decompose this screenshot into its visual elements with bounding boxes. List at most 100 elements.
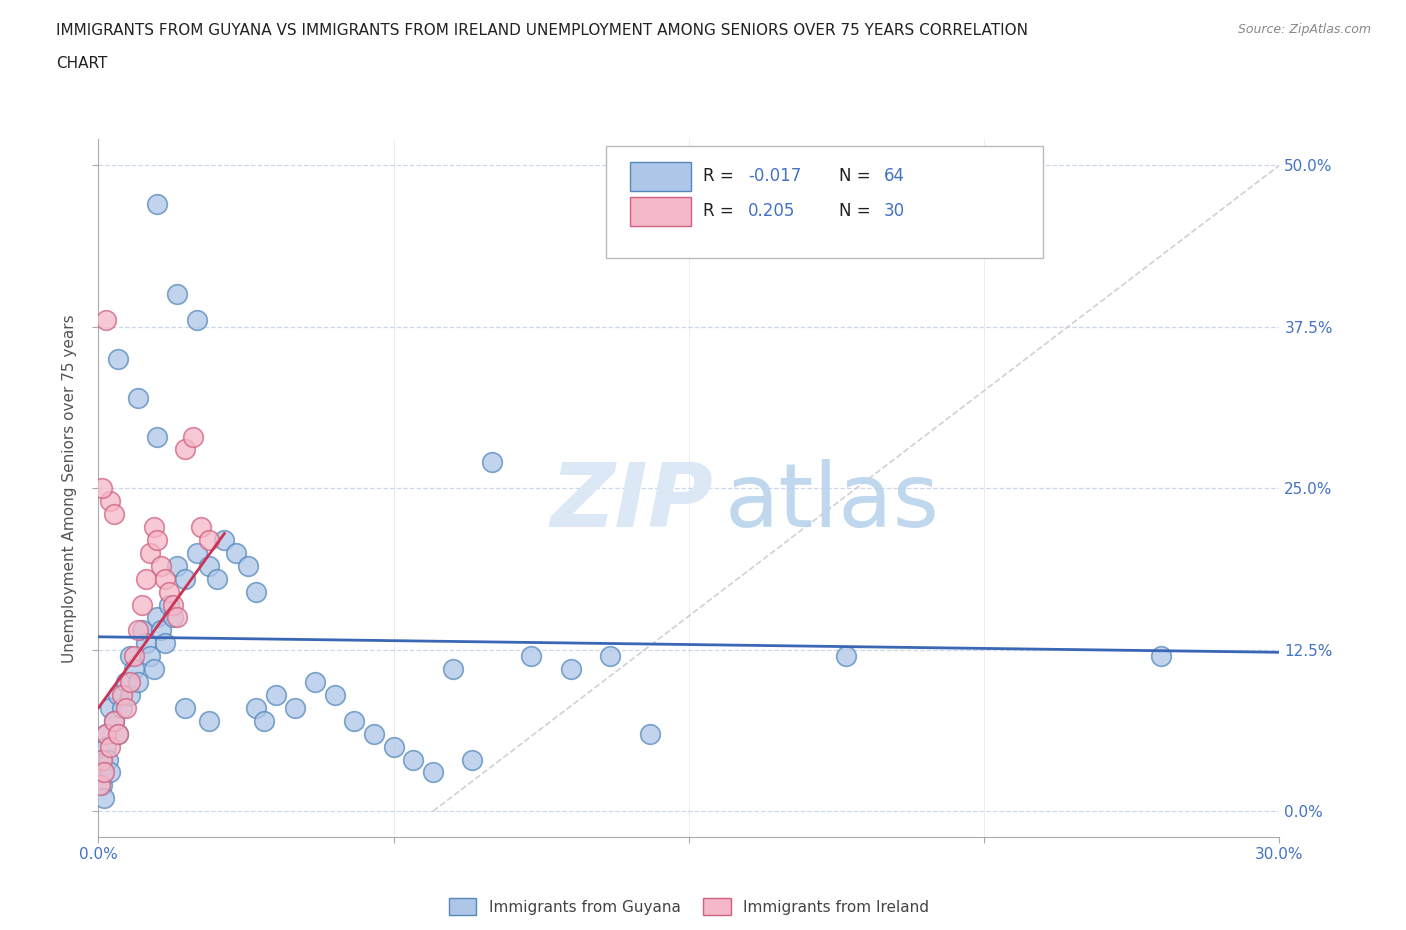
Point — [245, 700, 267, 715]
Point — [118, 674, 141, 689]
Point — [131, 597, 153, 612]
FancyBboxPatch shape — [606, 147, 1043, 259]
Point — [162, 610, 184, 625]
Point — [162, 597, 184, 612]
Point — [253, 713, 276, 728]
Point — [96, 726, 118, 741]
Point — [89, 777, 111, 792]
Text: ZIP: ZIP — [550, 458, 713, 546]
Legend: Immigrants from Guyana, Immigrants from Ireland: Immigrants from Guyana, Immigrants from … — [444, 893, 934, 920]
Point — [98, 494, 121, 509]
Point — [186, 545, 208, 560]
Text: Source: ZipAtlas.com: Source: ZipAtlas.com — [1237, 23, 1371, 36]
Point — [93, 765, 115, 780]
Point — [127, 391, 149, 405]
Point — [91, 765, 114, 780]
Point — [264, 687, 287, 702]
Point — [236, 558, 259, 573]
Point — [146, 610, 169, 625]
Point — [103, 713, 125, 728]
Point — [91, 481, 114, 496]
Point — [127, 674, 149, 689]
Y-axis label: Unemployment Among Seniors over 75 years: Unemployment Among Seniors over 75 years — [62, 314, 77, 662]
Point — [146, 533, 169, 548]
Point — [118, 687, 141, 702]
Point — [122, 649, 145, 664]
Text: 30: 30 — [884, 203, 905, 220]
Point — [174, 700, 197, 715]
Point — [107, 726, 129, 741]
Point — [343, 713, 366, 728]
Point — [166, 558, 188, 573]
Point — [157, 597, 180, 612]
Point — [131, 623, 153, 638]
Point — [107, 352, 129, 366]
Point — [422, 765, 444, 780]
Point — [91, 752, 114, 767]
Point — [146, 429, 169, 444]
Point — [304, 674, 326, 689]
Point — [103, 713, 125, 728]
Point — [441, 661, 464, 676]
Point — [481, 455, 503, 470]
Point — [96, 312, 118, 327]
Point — [142, 520, 165, 535]
Point — [323, 687, 346, 702]
Point — [103, 507, 125, 522]
Point — [166, 287, 188, 302]
Point — [107, 726, 129, 741]
Text: 64: 64 — [884, 167, 905, 185]
Point — [245, 584, 267, 599]
Point — [205, 571, 228, 586]
Point — [97, 752, 120, 767]
Point — [111, 687, 134, 702]
Point — [157, 584, 180, 599]
Point — [197, 558, 219, 573]
Point — [93, 790, 115, 805]
Point — [214, 533, 236, 548]
Point — [225, 545, 247, 560]
Point — [98, 765, 121, 780]
Point — [146, 196, 169, 211]
Text: IMMIGRANTS FROM GUYANA VS IMMIGRANTS FROM IRELAND UNEMPLOYMENT AMONG SENIORS OVE: IMMIGRANTS FROM GUYANA VS IMMIGRANTS FRO… — [56, 23, 1028, 38]
Text: R =: R = — [703, 203, 740, 220]
Point — [638, 726, 661, 741]
Text: R =: R = — [703, 167, 740, 185]
Point — [138, 545, 160, 560]
Point — [190, 520, 212, 535]
Point — [284, 700, 307, 715]
Point — [118, 649, 141, 664]
Point — [197, 533, 219, 548]
Point — [461, 752, 484, 767]
FancyBboxPatch shape — [630, 162, 692, 192]
Point — [127, 623, 149, 638]
Point — [142, 661, 165, 676]
Text: atlas: atlas — [724, 458, 939, 546]
Point — [91, 752, 114, 767]
Point — [111, 700, 134, 715]
Point — [363, 726, 385, 741]
Point — [122, 661, 145, 676]
Point — [90, 777, 112, 792]
Point — [150, 623, 173, 638]
Point — [166, 610, 188, 625]
Text: 0.205: 0.205 — [748, 203, 796, 220]
Text: N =: N = — [839, 203, 876, 220]
Point — [155, 571, 177, 586]
Point — [96, 739, 118, 754]
Text: -0.017: -0.017 — [748, 167, 801, 185]
Point — [138, 649, 160, 664]
Point — [1150, 649, 1173, 664]
Point — [174, 442, 197, 457]
Point — [150, 558, 173, 573]
Text: CHART: CHART — [56, 56, 108, 71]
Point — [382, 739, 405, 754]
FancyBboxPatch shape — [630, 197, 692, 226]
Point — [520, 649, 543, 664]
Point — [197, 713, 219, 728]
Point — [402, 752, 425, 767]
Point — [560, 661, 582, 676]
Point — [98, 700, 121, 715]
Point — [174, 571, 197, 586]
Point — [115, 700, 138, 715]
